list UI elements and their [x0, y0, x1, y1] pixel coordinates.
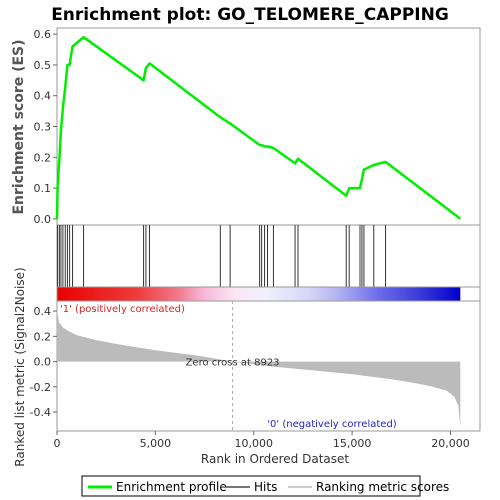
ranked-metric-panel: -0.4 -0.2 0.0 0.2 0.4 '1' (positively correl… — [30, 300, 481, 432]
zero-cross-label: Zero cross at 8923 — [186, 358, 280, 369]
es-y-tick-label: 0.6 — [34, 28, 52, 41]
x-tick-label: 5,000 — [140, 437, 172, 450]
es-y-tick-label: 0.5 — [34, 59, 52, 72]
ranking-metric-area — [57, 308, 461, 428]
legend-hits-label: Hits — [254, 480, 277, 494]
es-y-tick-label: 0.1 — [34, 182, 52, 195]
metric-y-tick-label: 0.4 — [34, 305, 52, 318]
hits-frame — [56, 224, 481, 288]
es-y-tick-label: 0.2 — [34, 151, 52, 164]
legend-frame — [81, 475, 421, 497]
enrichment-score-panel: 0.0 0.1 0.2 0.3 0.4 0.5 0.6 — [34, 27, 481, 226]
x-axis-label: Rank in Ordered Dataset — [201, 452, 349, 466]
metric-axis-label: Ranked list metric (Signal2Noise) — [13, 267, 27, 466]
legend-es-label: Enrichment profile — [116, 480, 227, 494]
metric-y-tick-label: -0.4 — [30, 406, 51, 419]
chart-title: Enrichment plot: GO_TELOMERE_CAPPING — [51, 5, 449, 25]
rank-color-bar — [57, 287, 461, 301]
legend: Enrichment profile Hits Ranking metric s… — [81, 475, 449, 497]
positive-correlation-label: '1' (positively correlated) — [60, 304, 185, 315]
x-tick-label: 10,000 — [234, 437, 273, 450]
metric-y-tick-label: -0.2 — [30, 381, 51, 394]
es-axis-label: Enrichment score (ES) — [11, 39, 27, 214]
x-tick-label: 20,000 — [431, 437, 470, 450]
es-y-tick-label: 0.4 — [34, 90, 52, 103]
negative-correlation-label: '0' (negatively correlated) — [267, 419, 396, 430]
es-y-tick-label: 0.0 — [34, 213, 52, 226]
legend-metric-label: Ranking metric scores — [316, 480, 449, 494]
es-y-tick-label: 0.3 — [34, 121, 52, 134]
es-plot-frame — [56, 27, 481, 226]
metric-y-tick-label: 0.2 — [34, 330, 52, 343]
hits-panel — [56, 224, 481, 288]
metric-y-tick-label: 0.0 — [34, 356, 52, 369]
x-tick-label: 15,000 — [333, 437, 372, 450]
x-tick-label: 0 — [54, 437, 61, 450]
enrichment-profile-line — [55, 35, 462, 220]
